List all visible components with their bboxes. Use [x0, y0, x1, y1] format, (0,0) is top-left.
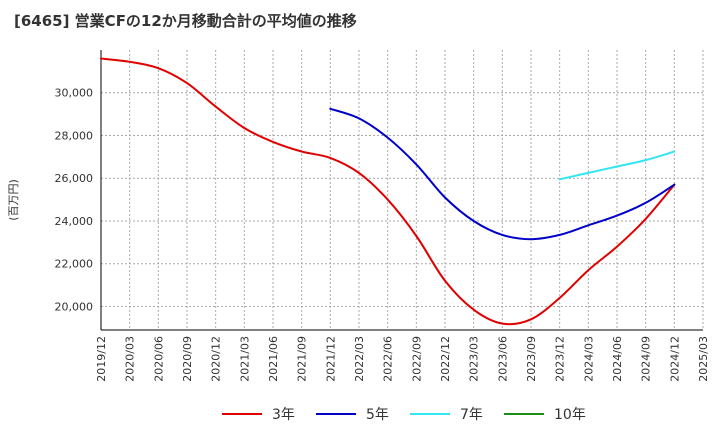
legend-label: 10年 — [554, 407, 586, 423]
x-tick-label: 2020/12 — [210, 336, 223, 382]
x-tick-label: 2020/03 — [124, 336, 137, 382]
x-tick-label: 2023/09 — [525, 336, 538, 382]
legend: 3年 5年 7年 10年 — [0, 403, 720, 425]
x-tick-label: 2022/06 — [382, 336, 395, 382]
x-tick-label: 2024/12 — [668, 336, 681, 382]
series-line-0 — [100, 57, 676, 326]
x-tick-label: 2023/12 — [554, 336, 567, 382]
legend-swatch — [504, 413, 544, 415]
legend-swatch — [222, 413, 262, 415]
x-tick-label: 2020/06 — [152, 336, 165, 382]
y-tick-label: 28,000 — [55, 129, 94, 142]
legend-swatch — [316, 413, 356, 415]
legend-label: 3年 — [272, 407, 295, 423]
y-tick-label: 30,000 — [55, 87, 94, 100]
x-tick-label: 2022/12 — [439, 336, 452, 382]
x-tick-label: 2021/09 — [296, 336, 309, 382]
y-axis-label: (百万円) — [7, 179, 20, 221]
legend-item: 10年 — [504, 403, 586, 425]
y-tick-label: 20,000 — [55, 300, 94, 313]
x-tick-label: 2021/06 — [267, 336, 280, 382]
series-line-2 — [558, 150, 676, 181]
tick-labels: 20,000 22,000 24,000 26,000 28,000 30,000 2019… — [55, 87, 711, 382]
legend-label: 5年 — [366, 407, 389, 423]
x-tick-label: 2020/09 — [181, 336, 194, 382]
x-tick-label: 2019/12 — [95, 336, 108, 382]
y-tick-label: 24,000 — [55, 215, 94, 228]
x-tick-label: 2022/03 — [353, 336, 366, 382]
x-tick-label: 2024/09 — [640, 336, 653, 382]
series-line-1 — [329, 107, 676, 241]
legend-label: 7年 — [460, 407, 483, 423]
legend-swatch — [410, 413, 450, 415]
x-tick-label: 2021/12 — [324, 336, 337, 382]
x-tick-label: 2023/03 — [468, 336, 481, 382]
series-lines — [100, 57, 676, 326]
x-tick-label: 2025/03 — [697, 336, 710, 382]
y-tick-label: 22,000 — [55, 258, 94, 271]
legend-item: 3年 — [222, 403, 295, 425]
axes — [100, 50, 703, 331]
x-tick-label: 2024/03 — [582, 336, 595, 382]
legend-item: 7年 — [410, 403, 483, 425]
legend-item: 5年 — [316, 403, 389, 425]
y-tick-label: 26,000 — [55, 172, 94, 185]
grid-lines — [100, 50, 704, 330]
x-tick-label: 2021/03 — [238, 336, 251, 382]
x-tick-label: 2024/06 — [611, 336, 624, 382]
x-tick-label: 2022/09 — [410, 336, 423, 382]
chart-title: [6465] 営業CFの12か月移動合計の平均値の推移 — [14, 12, 357, 30]
x-tick-label: 2023/06 — [496, 336, 509, 382]
